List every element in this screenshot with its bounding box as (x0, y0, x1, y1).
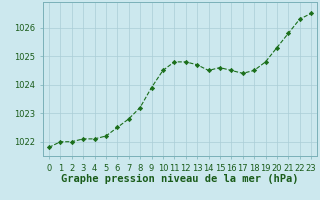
X-axis label: Graphe pression niveau de la mer (hPa): Graphe pression niveau de la mer (hPa) (61, 174, 299, 184)
